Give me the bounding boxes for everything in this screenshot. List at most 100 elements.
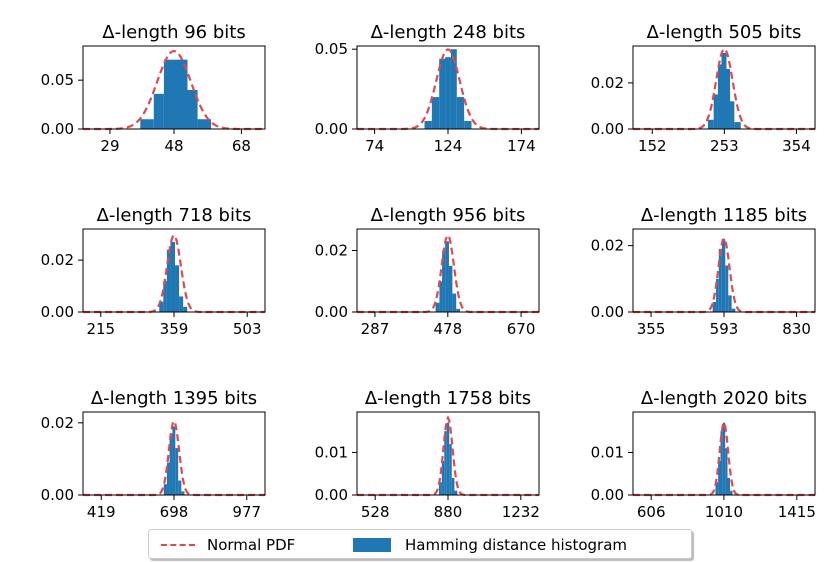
y-tick-label: 0.01 bbox=[315, 443, 348, 461]
histogram-bar bbox=[442, 250, 446, 312]
x-tick-label: 880 bbox=[434, 503, 463, 521]
subplot-title: Δ-length 96 bits bbox=[102, 22, 245, 43]
histogram-bar bbox=[197, 119, 212, 129]
x-tick-label: 830 bbox=[782, 320, 811, 338]
legend-label-histogram: Hamming distance histogram bbox=[405, 536, 628, 554]
histogram-bar bbox=[451, 477, 455, 495]
legend: Normal PDF Hamming distance histogram bbox=[148, 529, 692, 559]
histogram-bar bbox=[713, 94, 718, 129]
histogram-bar bbox=[734, 122, 741, 129]
y-tick-label: 0.00 bbox=[41, 303, 74, 321]
histogram-bar bbox=[726, 69, 731, 129]
histogram-bar bbox=[707, 119, 714, 129]
histogram-bar bbox=[730, 490, 733, 495]
histogram-bar bbox=[716, 278, 719, 312]
histogram-bar bbox=[445, 241, 449, 312]
y-tick-label: 0.02 bbox=[591, 74, 624, 92]
x-tick-label: 152 bbox=[638, 137, 667, 155]
histogram-bar bbox=[166, 462, 170, 495]
subplot-title: Δ-length 505 bits bbox=[647, 22, 802, 43]
x-tick-label: 48 bbox=[164, 137, 183, 155]
histogram-bar bbox=[446, 422, 450, 495]
subplot-6: Δ-length 1185 bits 355 593 830 0.00 0.02 bbox=[591, 205, 816, 338]
y-tick-label: 0.00 bbox=[591, 303, 624, 321]
y-tick-label: 0.02 bbox=[315, 242, 348, 260]
subplot-title: Δ-length 718 bits bbox=[97, 205, 252, 226]
x-tick-label: 419 bbox=[87, 503, 116, 521]
subplot-title: Δ-length 2020 bits bbox=[641, 388, 807, 409]
y-tick-label: 0.01 bbox=[591, 443, 624, 461]
histogram-bar bbox=[153, 93, 164, 129]
histogram-bar bbox=[159, 301, 164, 312]
x-tick-label: 593 bbox=[710, 320, 739, 338]
histogram-bar bbox=[172, 426, 176, 495]
x-tick-label: 1232 bbox=[502, 503, 540, 521]
y-tick-label: 0.00 bbox=[591, 486, 624, 504]
histogram-bar bbox=[439, 58, 446, 130]
histogram-bar bbox=[438, 482, 442, 495]
x-tick-label: 355 bbox=[637, 320, 666, 338]
x-tick-label: 29 bbox=[100, 137, 119, 155]
x-tick-label: 124 bbox=[434, 137, 463, 155]
histogram-bar bbox=[179, 296, 184, 312]
x-tick-label: 698 bbox=[160, 503, 189, 521]
x-tick-label: 478 bbox=[433, 320, 462, 338]
y-tick-label: 0.00 bbox=[41, 486, 74, 504]
dashed-line-swatch bbox=[161, 544, 195, 546]
x-tick-label: 503 bbox=[233, 320, 262, 338]
histogram-bar bbox=[454, 490, 458, 495]
histogram-bar bbox=[424, 121, 432, 129]
histogram-bar bbox=[722, 422, 726, 495]
histogram-bar bbox=[441, 460, 445, 495]
x-tick-label: 1010 bbox=[705, 503, 743, 521]
histogram-bar bbox=[170, 241, 176, 312]
x-tick-label: 174 bbox=[507, 137, 536, 155]
x-tick-label: 606 bbox=[637, 503, 666, 521]
histogram-bar bbox=[169, 433, 173, 495]
histogram-bar bbox=[175, 448, 179, 495]
subplot-3: Δ-length 505 bits 152 253 354 0.00 0.02 bbox=[591, 22, 816, 155]
histogram-bar bbox=[181, 491, 185, 495]
subplot-title: Δ-length 1395 bits bbox=[91, 388, 257, 409]
subplot-title: Δ-length 1185 bits bbox=[641, 205, 807, 226]
subplot-title: Δ-length 956 bits bbox=[371, 205, 526, 226]
x-tick-label: 354 bbox=[782, 137, 811, 155]
y-tick-label: 0.00 bbox=[315, 486, 348, 504]
y-tick-label: 0.02 bbox=[41, 414, 74, 432]
subplot-9: Δ-length 2020 bits 606 1010 1415 0.00 0.01 bbox=[591, 388, 816, 521]
histogram-bar bbox=[431, 97, 440, 129]
histogram-bar bbox=[187, 89, 198, 129]
x-tick-label: 977 bbox=[232, 503, 261, 521]
y-tick-label: 0.02 bbox=[591, 237, 624, 255]
histogram-bar bbox=[445, 57, 451, 129]
histogram-bar bbox=[439, 281, 443, 312]
histogram-bar bbox=[444, 431, 447, 495]
histogram-bar bbox=[435, 302, 440, 312]
x-tick-label: 528 bbox=[361, 503, 390, 521]
y-tick-label: 0.00 bbox=[315, 120, 348, 138]
histogram-bar bbox=[163, 484, 167, 495]
y-tick-label: 0.05 bbox=[41, 71, 74, 89]
histogram-bar bbox=[183, 306, 188, 312]
histogram-bar bbox=[720, 431, 723, 495]
subplot-7: Δ-length 1395 bits 419 698 977 0.00 0.02 bbox=[41, 388, 266, 521]
histogram-bar bbox=[721, 52, 727, 129]
subplot-5: Δ-length 956 bits 287 478 670 0.00 0.02 bbox=[315, 205, 540, 338]
histogram-swatch bbox=[353, 538, 391, 552]
y-tick-label: 0.05 bbox=[315, 40, 348, 58]
x-tick-label: 215 bbox=[86, 320, 115, 338]
histogram-bar bbox=[178, 480, 182, 495]
x-tick-label: 1415 bbox=[778, 503, 816, 521]
legend-item-normal-pdf: Normal PDF bbox=[161, 535, 295, 555]
x-tick-label: 359 bbox=[160, 320, 189, 338]
histogram-bar bbox=[449, 443, 452, 495]
subplot-4: Δ-length 718 bits 215 359 503 0.00 0.02 bbox=[41, 205, 266, 338]
histogram-bar bbox=[166, 249, 171, 312]
subplot-1: Δ-length 96 bits 29 48 68 0.00 0.05 bbox=[41, 22, 266, 155]
histogram-bar bbox=[718, 248, 722, 312]
x-tick-label: 74 bbox=[365, 137, 384, 155]
histogram-bar bbox=[456, 97, 465, 129]
histogram-bar bbox=[717, 64, 722, 129]
normal-pdf-curve bbox=[357, 48, 539, 131]
x-tick-label: 253 bbox=[710, 137, 739, 155]
